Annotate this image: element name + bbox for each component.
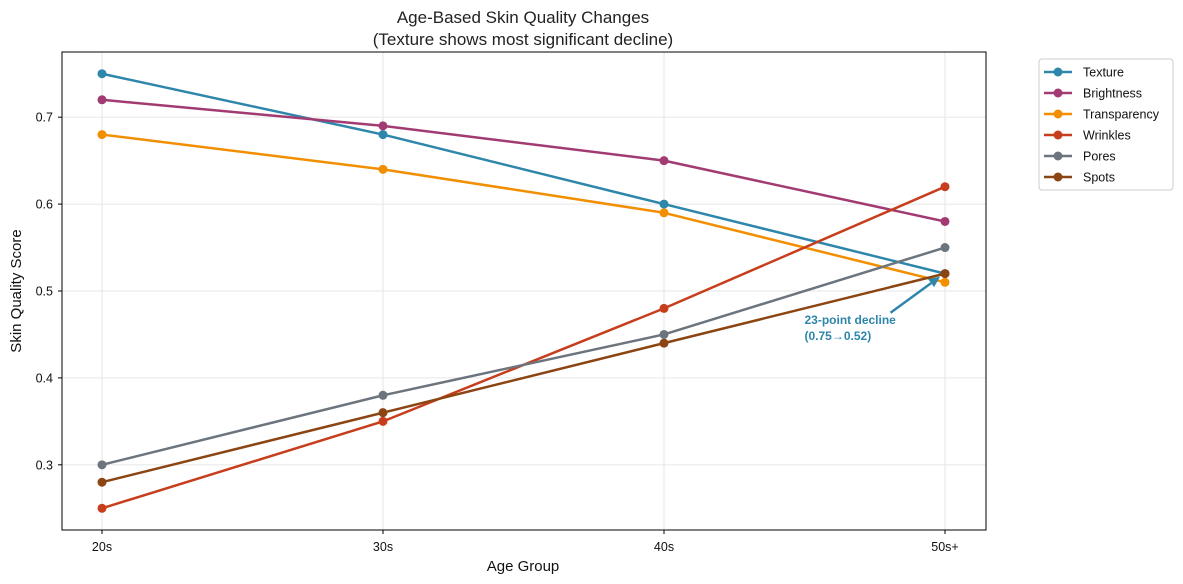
legend-label: Pores — [1083, 150, 1116, 164]
data-point — [940, 243, 950, 253]
legend-swatch-marker — [1053, 151, 1063, 161]
data-point — [659, 208, 669, 218]
data-point — [378, 390, 388, 400]
data-point — [97, 477, 107, 487]
data-point — [378, 416, 388, 426]
y-tick-label: 0.6 — [36, 198, 53, 212]
legend-swatch-marker — [1053, 88, 1063, 98]
data-point — [97, 503, 107, 513]
legend-item: Wrinkles — [1044, 129, 1131, 143]
legend-label: Wrinkles — [1083, 129, 1131, 143]
series-line — [101, 185, 946, 510]
legend-item: Spots — [1044, 171, 1115, 185]
annotation-arrowhead — [928, 276, 940, 288]
data-point — [659, 303, 669, 313]
data-point — [97, 130, 107, 140]
legend-swatch-marker — [1053, 67, 1063, 77]
data-point — [659, 338, 669, 348]
legend-label: Brightness — [1083, 87, 1142, 101]
legend-swatch-marker — [1053, 109, 1063, 119]
series-line — [101, 72, 946, 275]
data-point — [659, 199, 669, 209]
series-line — [101, 246, 946, 467]
legend-item: Transparency — [1044, 108, 1160, 122]
data-point — [378, 130, 388, 140]
x-tick-label: 20s — [92, 540, 112, 554]
data-point — [940, 277, 950, 287]
series-pores — [97, 243, 950, 470]
x-axis-ticks: 20s 30s 40s 50s+ — [92, 530, 959, 554]
y-axis-ticks: 0.3 0.4 0.5 0.6 0.7 — [36, 111, 62, 472]
data-point — [659, 329, 669, 339]
annotation-line1: 23-point decline — [805, 313, 897, 327]
data-point — [659, 156, 669, 166]
y-axis-label: Skin Quality Score — [8, 229, 25, 352]
legend-box — [1038, 58, 1174, 191]
annotation-arrow — [889, 282, 932, 314]
x-tick-label: 50s+ — [931, 540, 958, 554]
data-point — [97, 460, 107, 470]
legend-label: Transparency — [1083, 108, 1160, 122]
data-point — [378, 164, 388, 174]
legend-item: Pores — [1044, 150, 1116, 164]
data-point — [378, 121, 388, 131]
data-point — [940, 216, 950, 226]
x-axis-label: Age Group — [487, 558, 560, 575]
x-tick-label: 40s — [654, 540, 674, 554]
y-tick-label: 0.4 — [36, 371, 53, 385]
legend-label: Texture — [1083, 66, 1124, 80]
annotation: 23-point decline (0.75→0.52) — [805, 276, 940, 343]
data-point — [97, 69, 107, 79]
y-tick-label: 0.5 — [36, 285, 53, 299]
data-point — [97, 95, 107, 105]
legend: Texture Brightness Transparency Wrinkles Por… — [1038, 58, 1174, 191]
series-texture — [97, 69, 950, 279]
series-brightness — [97, 95, 950, 226]
series-line — [101, 98, 946, 223]
series-wrinkles — [97, 182, 950, 513]
series-line — [101, 133, 946, 284]
legend-swatch-marker — [1053, 172, 1063, 182]
legend-item: Brightness — [1044, 87, 1142, 101]
y-tick-label: 0.3 — [36, 458, 53, 472]
data-point — [940, 182, 950, 192]
legend-label: Spots — [1083, 171, 1115, 185]
series-line — [101, 272, 946, 484]
x-tick-label: 30s — [373, 540, 393, 554]
legend-swatch-marker — [1053, 130, 1063, 140]
legend-item: Texture — [1044, 66, 1124, 80]
series-lines — [97, 69, 950, 513]
series-transparency — [97, 130, 950, 287]
series-spots — [97, 269, 950, 487]
data-point — [378, 408, 388, 418]
chart-title: Age-Based Skin Quality Changes — [397, 8, 649, 27]
data-point — [940, 269, 950, 279]
chart-subtitle: (Texture shows most significant decline) — [373, 30, 673, 49]
annotation-line2: (0.75→0.52) — [805, 329, 872, 343]
y-tick-label: 0.7 — [36, 111, 53, 125]
